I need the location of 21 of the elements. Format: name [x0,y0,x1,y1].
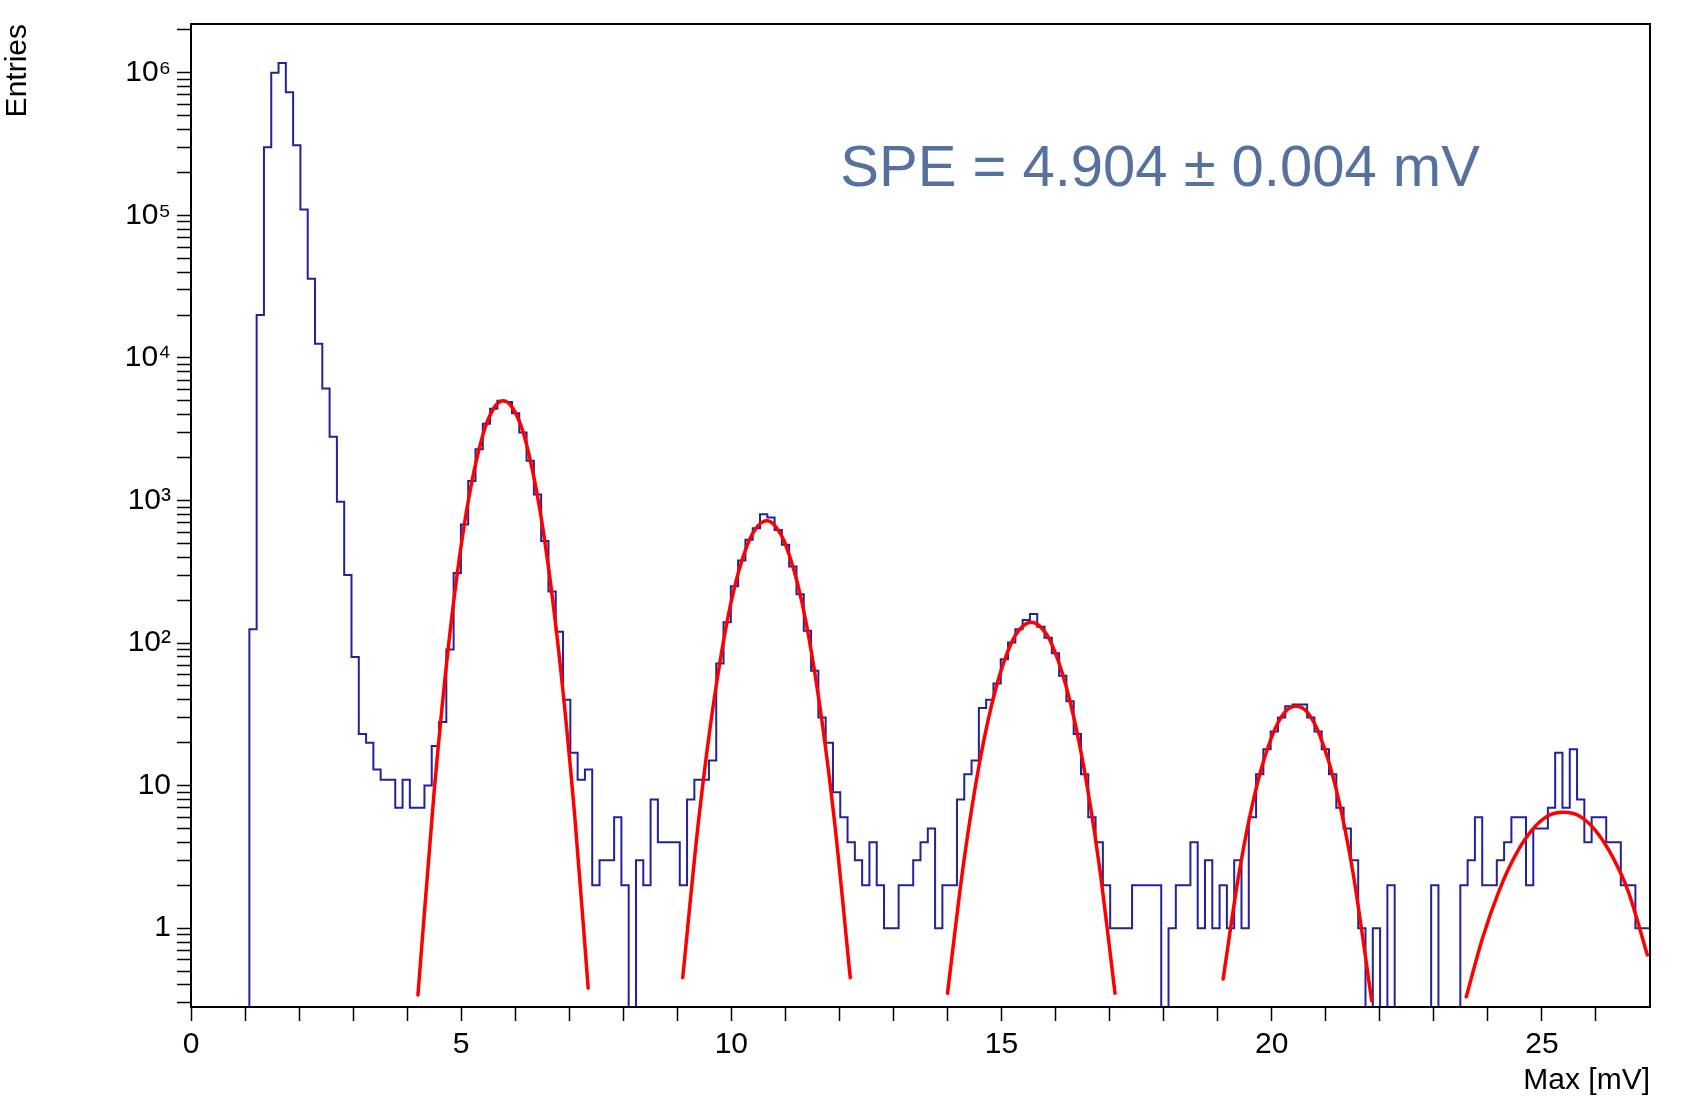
line-series [945,620,1117,995]
x-axis-title: Max [mV] [1523,1062,1650,1096]
line-series [680,519,852,980]
y-tick-label: 10⁶ [125,54,171,88]
y-tick-label: 10⁴ [124,339,171,373]
line-series [1464,810,1650,999]
y-axis-title: Entries [0,24,33,118]
y-tick-label: 10 [137,766,171,800]
x-tick-label: 25 [1525,1026,1559,1060]
y-tick-label: 10² [127,624,172,658]
y-tick-label: 10⁵ [125,196,171,230]
line-series [416,399,590,997]
x-tick-label: 10 [714,1026,749,1060]
line-series [1221,704,1374,1003]
x-tick-label: 15 [984,1026,1019,1060]
y-tick-label: 1 [154,909,171,943]
y-tick-label: 10³ [127,481,172,515]
annotation: SPE = 4.904 ± 0.004 mV [840,133,1481,199]
x-tick-label: 5 [452,1026,470,1060]
x-tick-label: 20 [1255,1026,1289,1060]
x-tick-label: 0 [182,1026,200,1060]
